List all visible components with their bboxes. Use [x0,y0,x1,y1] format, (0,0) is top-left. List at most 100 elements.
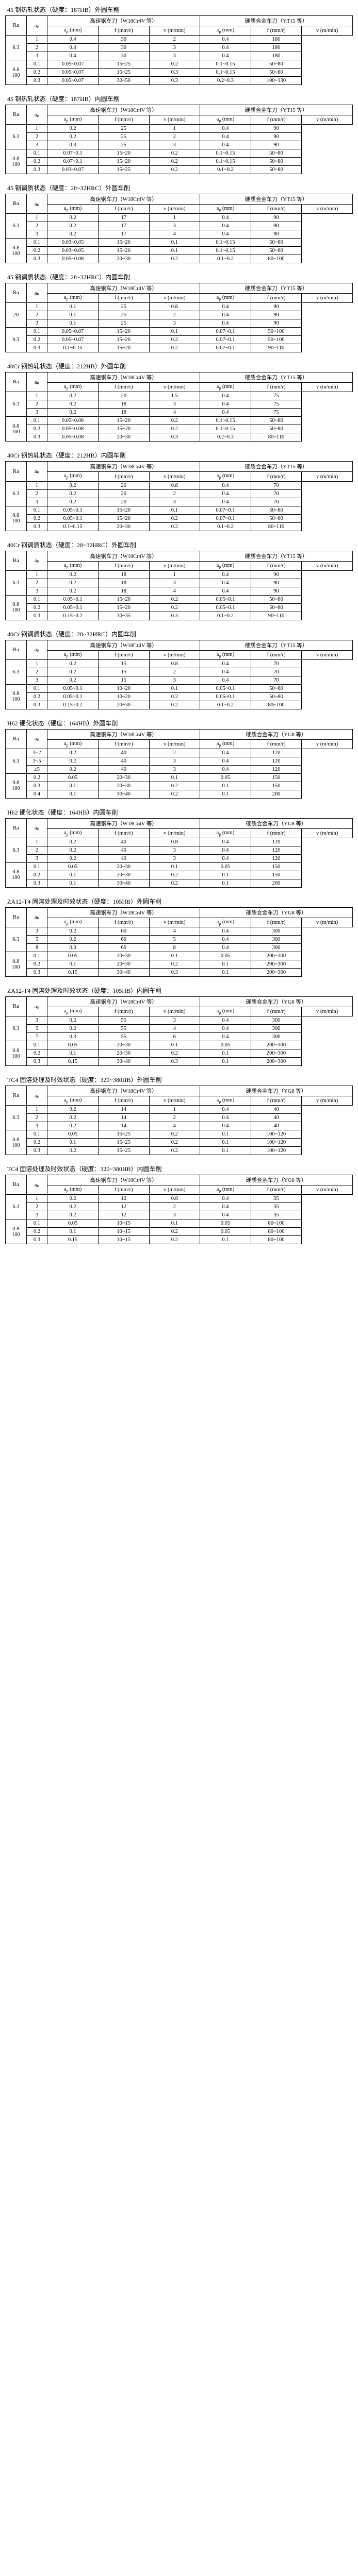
cell-ra: 20 [6,303,27,328]
cell: 0.2 [47,230,99,239]
table-row: 30.22030.470 [6,498,353,506]
subheader: ap (mm) [200,828,251,838]
table-row: 0.30.05~0.0820~300.30.2~0.380~110 [6,433,353,442]
cell: 50~80 [251,149,302,158]
subheader: v (m/min) [302,918,353,927]
cell: 0.8 [149,659,200,668]
data-table: Raaₚ高速钢车刀（W18Cr4V 等）硬质合金车刀（YG8 等）ap (mm)… [5,996,353,1066]
cell: 25 [98,303,149,311]
cell: 100~120 [251,1139,302,1147]
table-title: TC4 固溶处理及时效状态（硬度：320~380HB）外圆车削 [5,1075,353,1084]
table-row: 6.31~20.24020.4120 [6,749,353,757]
table-row: 20.22020.470 [6,489,353,498]
cell-ra: 6.3 [6,392,27,417]
subheader: v (m/min) [149,1007,200,1016]
cell: ≥5 [26,765,47,773]
col-ra: Ra [6,16,27,36]
subheader: ap (mm) [47,828,99,838]
cell: 20~30 [98,701,149,709]
table-row: 0.20.110~150.20.0580~100 [6,1228,353,1236]
cell: 80~100 [251,1228,302,1236]
cell: 18 [98,570,149,579]
cell: 0.3 [26,344,47,352]
cell: 0.2 [26,871,47,879]
cell: 0.2 [47,936,99,944]
cell: 0.05~0.1 [200,692,251,701]
cell: 0.2~0.3 [200,77,251,85]
table-row: 20.21830.490 [6,579,353,587]
cell: 18 [98,587,149,595]
table-row: 20.21730.490 [6,222,353,230]
subheader: v (m/min) [149,115,200,125]
cell: 2 [26,400,47,409]
table-row: 0.20.05~0.0815~200.20.1~0.1550~80 [6,425,353,433]
cell: 90 [251,570,302,579]
subheader: ap (mm) [47,383,99,392]
table-row: 2010.1250.80.490 [6,303,353,311]
data-table: Raaₚ高速钢车刀（W18Cr4V 等）硬质合金车刀（YG8 等）ap (mm)… [5,1086,353,1155]
subheader: v (m/min) [302,1007,353,1016]
cell: 0.2 [26,1139,47,1147]
cell: 55 [98,1025,149,1033]
table-row: 0.30.15~0.230~350.30.1~0.290~110 [6,612,353,620]
cell: 0.4 [200,927,251,936]
cell: 0.3 [47,944,99,952]
col-group-hss: 高速钢车刀（W18Cr4V 等） [47,105,200,115]
subheader: ap (mm) [47,26,99,36]
cell: 0.05 [47,1219,99,1228]
subheader: v (m/min) [149,1096,200,1106]
cell: 150 [251,773,302,782]
cell: 0.1 [26,417,47,425]
cell: 90 [251,222,302,230]
data-table: Raaₚ高速钢车刀（W18Cr4V 等）硬质合金车刀（YG8 等）ap (mm)… [5,818,353,888]
table-row: 6.310.22510.490 [6,125,353,133]
cell: 0.1~0.2 [200,255,251,263]
table-row: 30.21840.475 [6,409,353,417]
cell: 3 [26,587,47,595]
cell: 70 [251,659,302,668]
col-group-carbide: 硬质合金车刀（YG8 等） [200,818,353,828]
cell: 0.3 [26,522,47,531]
cell: 0.1~0.2 [200,701,251,709]
col-ra: Ra [6,283,27,303]
cell: 0.3 [47,1033,99,1041]
table-row: 0.30.1~0.1520~300.20.1~0.280~110 [6,522,353,531]
data-table: Raaₚ高速钢车刀（W18Cr4V 等）硬质合金车刀（YT15 等）ap (mm… [5,640,353,709]
cell: 50~80 [251,166,302,174]
cell: 0.07~0.1 [200,328,251,336]
table-row: 0.81000.10.0520~300.10.05200~300 [6,1041,353,1049]
cell: 50~80 [251,506,302,514]
table-row: 30.32530.490 [6,141,353,149]
cell: 0.2 [149,344,200,352]
data-table: Raaₚ高速钢车刀（W18Cr4V 等）硬质合金车刀（YG8 等）ap (mm)… [5,907,353,977]
cell: 3 [149,676,200,684]
cell: 0.2 [26,158,47,166]
cell: 0.05~0.08 [47,425,99,433]
cell: 0.2 [47,1203,99,1211]
cell: 0.05~0.1 [47,514,99,522]
cell: 0.2 [149,166,200,174]
subheader: ap (mm) [200,383,251,392]
cell: 200~300 [251,952,302,960]
col-ap: aₚ [26,194,47,214]
subheader: v (m/min) [149,1185,200,1195]
machining-table: TC4 固溶处理及时效状态（硬度：320~380HB）内圆车削Raaₚ高速钢车刀… [5,1164,353,1244]
cell: 50~80 [251,425,302,433]
cell: 120 [251,846,302,854]
cell: 10~15 [98,1219,149,1228]
cell: 0.4 [47,44,99,52]
cell: 200~300 [251,1058,302,1066]
cell: 0.2 [47,498,99,506]
cell: 80~100 [251,701,302,709]
cell: 50~80 [251,247,302,255]
cell: 0.05~0.07 [47,328,99,336]
table-row: 30.43030.4180 [6,52,353,60]
subheader: v (m/min) [302,383,353,392]
col-group-hss: 高速钢车刀（W18Cr4V 等） [47,997,200,1007]
table-row: 6.310.21710.490 [6,214,353,222]
machining-table: TC4 固溶处理及时效状态（硬度：320~380HB）外圆车削 Raaₚ高速钢车刀… [5,1075,353,1155]
cell: 0.2 [149,782,200,790]
cell: 0.1~0.2 [200,612,251,620]
cell: 0.1 [149,952,200,960]
col-group-carbide: 硬质合金车刀（YG8 等） [200,1175,353,1185]
